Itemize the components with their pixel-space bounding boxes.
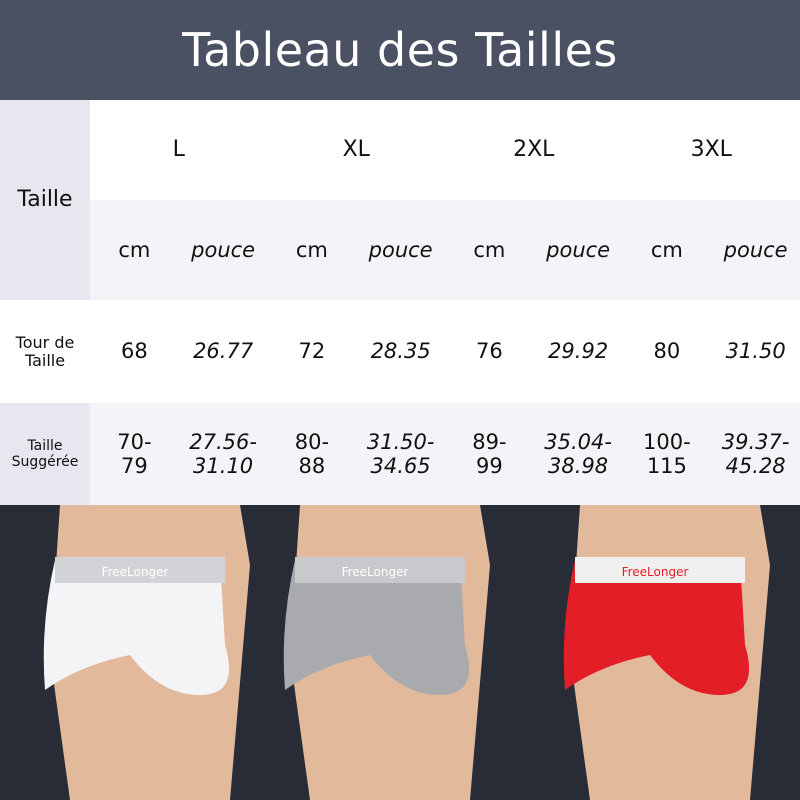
size-xl: XL [267, 100, 445, 200]
value-cell: 31.50- 34.65 [356, 403, 445, 505]
waistband [295, 557, 465, 583]
product-photo: FreeLonger FreeLonger FreeLonger [0, 505, 800, 800]
row-label-suggested: Taille Suggérée [0, 403, 90, 505]
product-figure: FreeLonger [283, 505, 490, 800]
size-table: Taille L XL 2XL 3XL cm pouce cm pouce cm… [0, 100, 800, 505]
brief [283, 560, 470, 695]
unit-inch: pouce [356, 200, 445, 300]
value-cell: 70- 79 [90, 403, 179, 505]
value-cell: 80- 88 [267, 403, 357, 505]
value-cell: 27.56- 31.10 [178, 403, 268, 505]
row-label-waist: Tour de Taille [0, 300, 90, 403]
unit-inch: pouce [711, 200, 800, 300]
value-cell: 100- 115 [622, 403, 712, 505]
unit-cm: cm [267, 200, 357, 300]
value-cell: 76 [445, 300, 534, 403]
product-figure: FreeLonger [563, 505, 770, 800]
value-cell: 68 [90, 300, 179, 403]
waistband [55, 557, 225, 583]
header-banner: Tableau des Tailles [0, 0, 800, 100]
value-cell: 29.92 [533, 300, 623, 403]
value-cell: 72 [267, 300, 357, 403]
size-l: L [90, 100, 268, 200]
value-cell: 31.50 [711, 300, 800, 403]
unit-inch: pouce [178, 200, 268, 300]
product-figure: FreeLonger [43, 505, 250, 800]
brief [563, 560, 750, 695]
waistband [575, 557, 745, 583]
value-cell: 89- 99 [445, 403, 534, 505]
value-cell: 28.35 [356, 300, 445, 403]
value-cell: 39.37- 45.28 [711, 403, 800, 505]
brand-label: FreeLonger [102, 565, 169, 579]
unit-cm: cm [622, 200, 712, 300]
unit-cm: cm [445, 200, 534, 300]
product-illustration: FreeLonger FreeLonger FreeLonger [43, 505, 770, 800]
size-3xl: 3XL [622, 100, 800, 200]
page-title: Tableau des Tailles [182, 23, 618, 77]
brief [43, 560, 230, 695]
value-cell: 26.77 [178, 300, 268, 403]
unit-inch: pouce [533, 200, 623, 300]
value-cell: 35.04- 38.98 [533, 403, 623, 505]
size-row-header: Taille [0, 100, 90, 300]
value-cell: 80 [622, 300, 712, 403]
size-2xl: 2XL [445, 100, 623, 200]
unit-cm: cm [90, 200, 179, 300]
brand-label: FreeLonger [622, 565, 689, 579]
brand-label: FreeLonger [342, 565, 409, 579]
